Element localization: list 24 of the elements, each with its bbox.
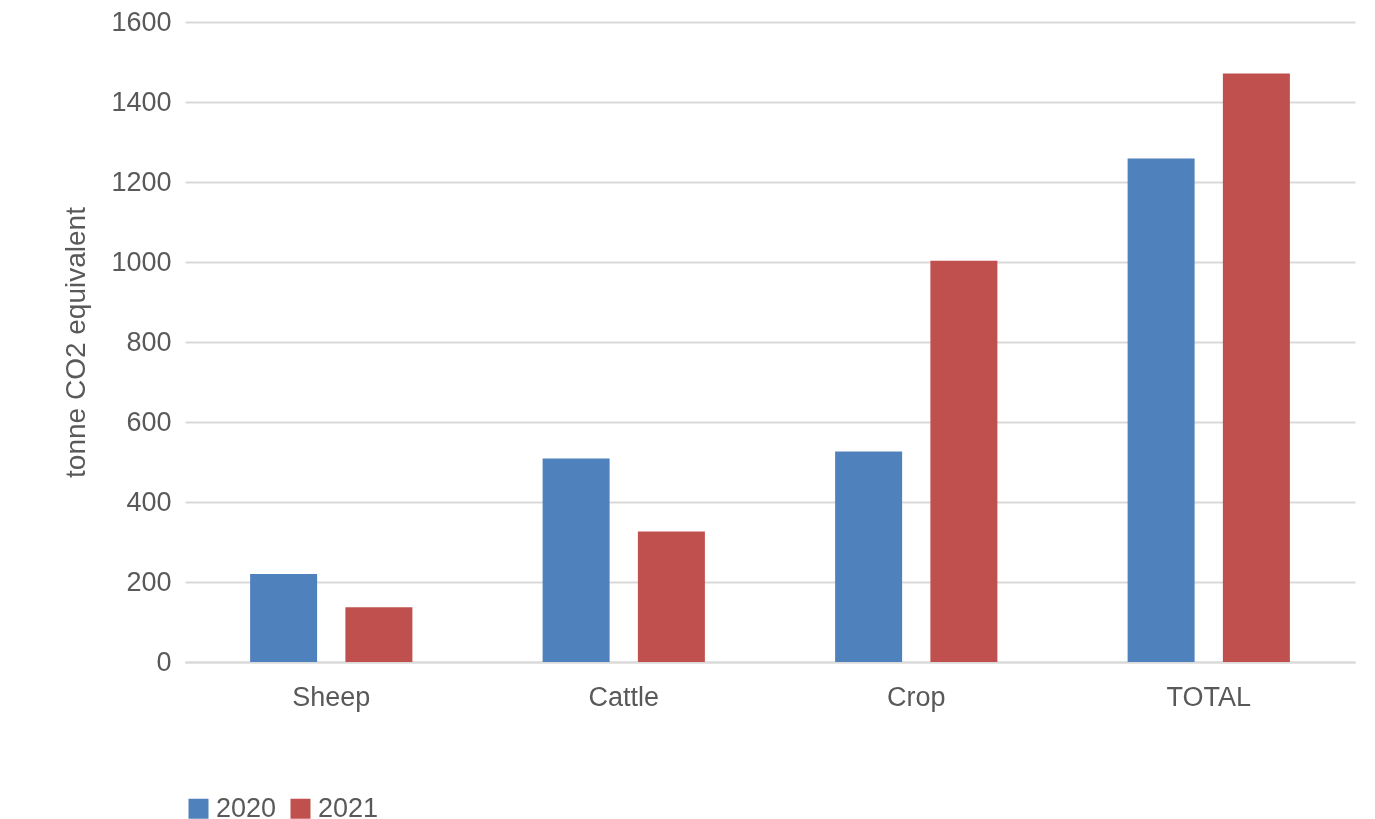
bar xyxy=(345,607,413,662)
y-tick-label: 1600 xyxy=(111,6,172,37)
y-tick-label: 600 xyxy=(126,406,172,437)
x-tick-label: TOTAL xyxy=(1166,681,1252,712)
y-tick-label: 1200 xyxy=(111,166,172,197)
x-tick-label: Crop xyxy=(886,681,946,712)
y-tick-label: 1000 xyxy=(111,246,172,277)
legend-label: 2020 xyxy=(216,792,277,819)
y-tick-label: 400 xyxy=(126,486,172,517)
bar xyxy=(930,260,998,662)
y-tick-label: 800 xyxy=(126,326,172,357)
y-tick-label: 1400 xyxy=(111,86,172,117)
bar xyxy=(1127,158,1195,662)
bar xyxy=(637,531,705,662)
y-tick-label: 200 xyxy=(126,566,172,597)
x-tick-label: Cattle xyxy=(588,681,660,712)
bar xyxy=(1222,73,1290,662)
y-axis-title: tonne CO2 equivalent xyxy=(60,206,92,478)
x-tick-label: Sheep xyxy=(292,681,371,712)
bar xyxy=(250,574,318,662)
y-tick-label: 0 xyxy=(156,646,172,677)
bar xyxy=(542,458,610,662)
bar xyxy=(835,451,903,662)
legend-label: 2021 xyxy=(318,792,379,819)
